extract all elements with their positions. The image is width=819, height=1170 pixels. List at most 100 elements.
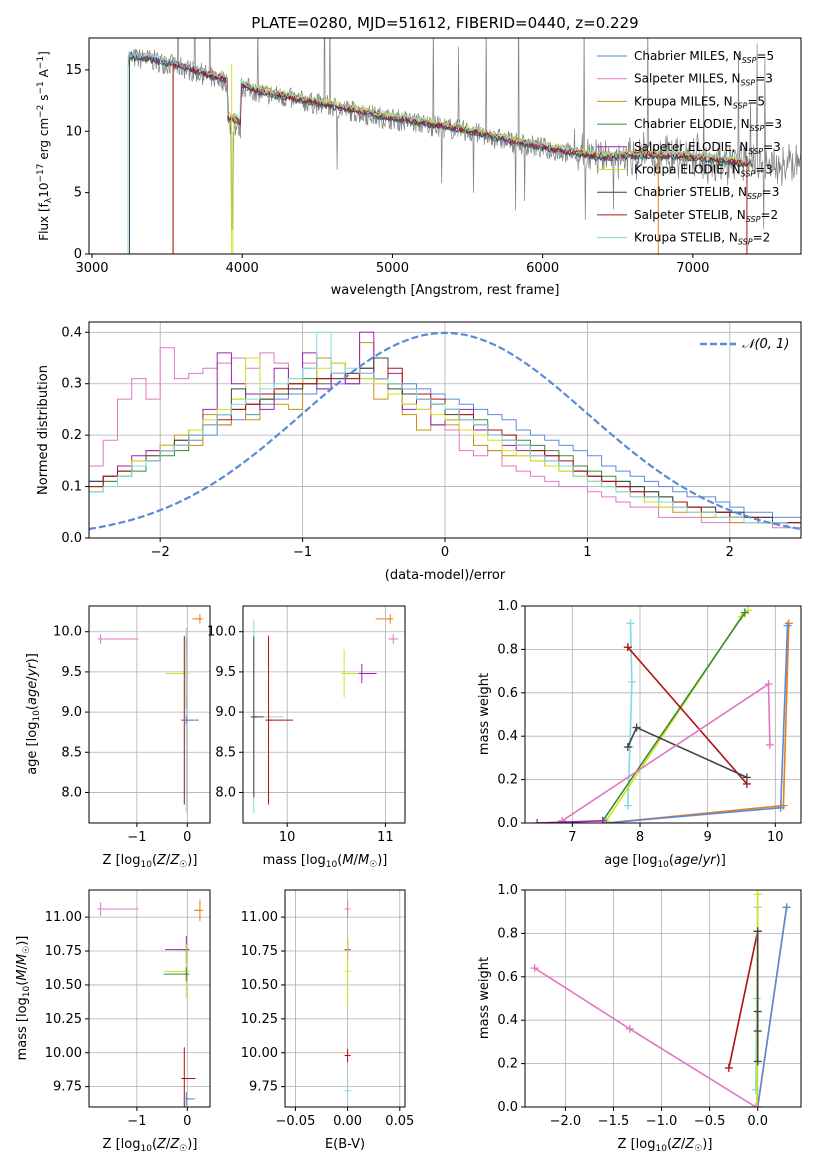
x-tick-label: 7000 <box>676 261 709 276</box>
legend-label: Kroupa MILES, NSSP=5 <box>634 94 765 110</box>
x-tick-label: −0.05 <box>276 1114 316 1129</box>
plot-area <box>533 606 793 823</box>
panel-frame <box>524 605 802 824</box>
y-tick-label: 10.75 <box>241 944 278 959</box>
plot-area <box>250 614 399 814</box>
y-tick-label: 0.8 <box>497 926 518 941</box>
y-tick-label: 11.00 <box>45 910 82 925</box>
x-tick-label: 0.05 <box>385 1114 414 1129</box>
x-tick-label: 0.0 <box>747 1114 768 1129</box>
plot-area <box>344 900 351 1102</box>
chart-title: PLATE=0280, MJD=51612, FIBERID=0440, z=0… <box>251 14 638 32</box>
y-tick-label: 0.1 <box>61 480 82 495</box>
x-tick-label: 10 <box>279 830 296 845</box>
y-tick-label: 9.75 <box>53 1080 82 1095</box>
spectrum-ylabel: Flux [fλ10−17 erg cm−2 s−1 A−1] <box>36 51 54 241</box>
x-tick-label: −1 <box>127 1114 146 1129</box>
spectrum-frame <box>88 37 802 255</box>
x-tick-label: 0 <box>183 830 191 845</box>
mass-vs-ebv-panel: −0.05 0.00 0.05 9.75 10.00 10.25 10.50 10.75 11.… <box>241 889 414 1129</box>
age-vs-mass-panel: 10 11 8.0 8.5 9.0 9.5 10.0 <box>207 605 406 845</box>
x-tick-label: 5000 <box>376 261 409 276</box>
weight-line-chabrier_stelib <box>627 726 748 779</box>
histogram-ticks: −2 −1 0 1 2 0.0 0.1 0.2 0.3 0.4 <box>61 325 734 560</box>
y-tick-label: 15 <box>65 63 82 78</box>
y-tick-label: 5 <box>74 186 82 201</box>
y-tick-label: 10.00 <box>45 1046 82 1061</box>
x-tick-label: 4000 <box>226 261 259 276</box>
mass-weight-vs-Z-panel: −2.0 −1.5 −1.0 −0.5 0.0 0.0 0.2 0.4 0.6 0.8 1.0 <box>497 883 802 1129</box>
y-tick-label: 0 <box>74 247 82 262</box>
model-spectrum-salpeter_stelib <box>172 60 753 254</box>
y-tick-label: 10.25 <box>45 1012 82 1027</box>
spectrum-ticks: 3000 4000 5000 6000 7000 0 5 10 15 <box>65 63 709 276</box>
histogram-ylabel: Normed distribution <box>36 365 51 495</box>
y-tick-label: 9.0 <box>215 705 236 720</box>
y-tick-label: 0.8 <box>497 642 518 657</box>
weight-line-salpeter_miles <box>561 682 771 822</box>
y-tick-label: 0.6 <box>497 970 518 985</box>
y-tick-label: 0.4 <box>61 325 82 340</box>
panel-frame <box>524 889 802 1108</box>
hist-series-kroupa_stelib <box>89 331 801 529</box>
y-tick-label: 0.4 <box>497 729 518 744</box>
x-tick-label: −1 <box>293 545 312 560</box>
legend-label: Salpeter ELODIE, NSSP=3 <box>634 140 781 156</box>
y-tick-label: 10.50 <box>241 978 278 993</box>
x-tick-label: 2 <box>726 545 734 560</box>
y-tick-label: 0.3 <box>61 377 82 392</box>
p8-ylabel: mass weight <box>477 957 492 1039</box>
weight-line-chabrier_elodie <box>602 612 746 822</box>
p4-xlabel: mass [log10(M/M☉)] <box>263 853 388 870</box>
y-tick-label: 1.0 <box>497 599 518 614</box>
histogram-legend: 𝒩(0, 1) <box>700 337 789 352</box>
y-tick-label: 9.5 <box>215 665 236 680</box>
p6-xlabel: Z [log10(Z/Z☉)] <box>103 1137 198 1154</box>
y-tick-label: 0.0 <box>497 816 518 831</box>
y-tick-label: 9.5 <box>61 665 82 680</box>
x-tick-label: 0.00 <box>333 1114 362 1129</box>
x-tick-label: 11 <box>377 830 394 845</box>
panel-frame <box>242 605 406 824</box>
model-spectrum-kroupa_stelib <box>127 50 754 254</box>
legend-label: Chabrier MILES, NSSP=5 <box>634 49 774 65</box>
p6-ylabel: mass [log10(M/M☉)] <box>15 936 32 1061</box>
y-tick-label: 10.50 <box>45 978 82 993</box>
x-tick-label: 1 <box>583 545 591 560</box>
x-tick-label: −1.0 <box>646 1114 678 1129</box>
y-tick-label: 0.2 <box>497 1057 518 1072</box>
x-tick-label: −2 <box>151 545 170 560</box>
p5-xlabel: age [log10(age/yr)] <box>604 853 726 870</box>
mass-weight-vs-age-panel: 7 8 9 10 0.0 0.2 0.4 0.6 0.8 1.0 <box>497 599 802 845</box>
x-tick-label: −1 <box>127 830 146 845</box>
p5-ylabel: mass weight <box>477 673 492 755</box>
x-tick-label: 10 <box>767 830 784 845</box>
x-tick-label: 0 <box>441 545 449 560</box>
y-tick-label: 1.0 <box>497 883 518 898</box>
y-tick-label: 10.0 <box>207 625 236 640</box>
histogram-xlabel: (data-model)/error <box>385 568 506 583</box>
spectrum-xlabel: wavelength [Angstrom, rest frame] <box>331 283 560 298</box>
y-tick-label: 10.00 <box>241 1046 278 1061</box>
plot-area <box>530 890 791 1107</box>
weight-line-kroupa_elodie <box>605 609 749 822</box>
weight-line-chabrier_miles <box>756 907 788 1107</box>
p3-xlabel: Z [log10(Z/Z☉)] <box>103 853 198 870</box>
p7-xlabel: E(B-V) <box>325 1137 365 1152</box>
y-tick-label: 8.5 <box>61 745 82 760</box>
y-tick-label: 10 <box>65 124 82 139</box>
y-tick-label: 0.6 <box>497 686 518 701</box>
y-tick-label: 8.5 <box>215 745 236 760</box>
x-tick-label: −2.0 <box>550 1114 582 1129</box>
y-tick-label: 9.0 <box>61 705 82 720</box>
p3-ylabel: age [log10(age/yr)] <box>25 653 42 775</box>
y-tick-label: 0.2 <box>497 773 518 788</box>
y-tick-label: 8.0 <box>215 785 236 800</box>
y-tick-label: 0.0 <box>61 531 82 546</box>
panel-frame <box>284 889 406 1108</box>
x-tick-label: 8 <box>636 830 644 845</box>
weight-line-chabrier_miles <box>606 625 789 823</box>
legend-normal-label: 𝒩(0, 1) <box>742 337 789 352</box>
legend-label: Kroupa ELODIE, NSSP=3 <box>634 163 773 179</box>
